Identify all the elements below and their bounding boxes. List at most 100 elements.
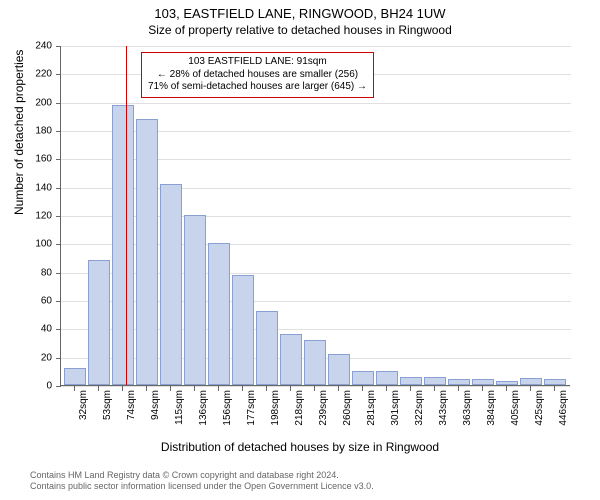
xtick-mark	[482, 386, 483, 391]
ytick-label: 140	[22, 182, 52, 193]
xtick-mark	[410, 386, 411, 391]
histogram-bar	[400, 377, 422, 386]
footer: Contains HM Land Registry data © Crown c…	[30, 470, 374, 492]
ytick-mark	[56, 131, 61, 132]
xtick-label: 136sqm	[198, 390, 209, 426]
ytick-label: 60	[22, 296, 52, 307]
xtick-label: 322sqm	[414, 390, 425, 426]
histogram-bar	[256, 311, 278, 385]
histogram-bar	[160, 184, 182, 385]
title-line1: 103, EASTFIELD LANE, RINGWOOD, BH24 1UW	[0, 0, 600, 21]
ytick-label: 160	[22, 154, 52, 165]
ytick-mark	[56, 103, 61, 104]
ytick-label: 240	[22, 41, 52, 52]
histogram-bar	[496, 381, 518, 385]
histogram-bar	[112, 105, 134, 386]
xtick-mark	[554, 386, 555, 391]
chart-container: 103, EASTFIELD LANE, RINGWOOD, BH24 1UW …	[0, 0, 600, 500]
ytick-mark	[56, 273, 61, 274]
xtick-mark	[530, 386, 531, 391]
ytick-label: 120	[22, 211, 52, 222]
callout-line3: 71% of semi-detached houses are larger (…	[148, 81, 367, 94]
ytick-label: 0	[22, 381, 52, 392]
xtick-mark	[506, 386, 507, 391]
xtick-label: 94sqm	[150, 390, 161, 420]
histogram-bar	[88, 260, 110, 385]
histogram-bar	[280, 334, 302, 385]
histogram-bar	[208, 243, 230, 385]
ytick-mark	[56, 386, 61, 387]
histogram-bar	[352, 371, 374, 385]
xtick-label: 74sqm	[126, 390, 137, 420]
ytick-mark	[56, 74, 61, 75]
ytick-mark	[56, 159, 61, 160]
xtick-label: 115sqm	[174, 390, 185, 425]
xtick-label: 425sqm	[534, 390, 545, 426]
histogram-bar	[304, 340, 326, 385]
footer-line2: Contains public sector information licen…	[30, 481, 374, 492]
xtick-label: 218sqm	[294, 390, 305, 426]
xtick-mark	[74, 386, 75, 391]
xtick-mark	[434, 386, 435, 391]
xtick-mark	[314, 386, 315, 391]
xtick-mark	[386, 386, 387, 391]
ytick-mark	[56, 46, 61, 47]
x-axis-label: Distribution of detached houses by size …	[0, 440, 600, 454]
property-marker-line	[126, 46, 127, 385]
callout-line2: ← 28% of detached houses are smaller (25…	[148, 69, 367, 82]
plot-region: 103 EASTFIELD LANE: 91sqm ← 28% of detac…	[60, 46, 570, 386]
ytick-label: 80	[22, 267, 52, 278]
ytick-mark	[56, 329, 61, 330]
xtick-label: 32sqm	[78, 390, 89, 420]
footer-line1: Contains HM Land Registry data © Crown c…	[30, 470, 374, 481]
xtick-mark	[170, 386, 171, 391]
histogram-bar	[448, 379, 470, 385]
xtick-mark	[458, 386, 459, 391]
xtick-label: 156sqm	[222, 390, 233, 426]
xtick-label: 260sqm	[342, 390, 353, 426]
xtick-mark	[146, 386, 147, 391]
xtick-mark	[266, 386, 267, 391]
histogram-bar	[64, 368, 86, 385]
ytick-label: 220	[22, 69, 52, 80]
chart-area: 103 EASTFIELD LANE: 91sqm ← 28% of detac…	[60, 46, 570, 386]
xtick-mark	[194, 386, 195, 391]
ytick-mark	[56, 216, 61, 217]
histogram-bar	[328, 354, 350, 385]
ytick-label: 20	[22, 352, 52, 363]
ytick-mark	[56, 244, 61, 245]
histogram-bar	[544, 379, 566, 385]
gridline	[61, 386, 571, 387]
xtick-mark	[338, 386, 339, 391]
gridline	[61, 46, 571, 47]
histogram-bar	[424, 377, 446, 386]
xtick-label: 239sqm	[318, 390, 329, 426]
xtick-label: 281sqm	[366, 390, 377, 426]
xtick-label: 384sqm	[486, 390, 497, 426]
xtick-mark	[242, 386, 243, 391]
title-line2: Size of property relative to detached ho…	[0, 23, 600, 37]
histogram-bar	[520, 378, 542, 385]
xtick-mark	[362, 386, 363, 391]
xtick-label: 363sqm	[462, 390, 473, 426]
ytick-mark	[56, 188, 61, 189]
xtick-label: 177sqm	[246, 390, 257, 426]
xtick-label: 53sqm	[102, 390, 113, 420]
xtick-label: 343sqm	[438, 390, 449, 426]
histogram-bar	[184, 215, 206, 385]
callout-line1: 103 EASTFIELD LANE: 91sqm	[148, 56, 367, 69]
ytick-mark	[56, 358, 61, 359]
xtick-label: 301sqm	[390, 390, 401, 426]
xtick-label: 405sqm	[510, 390, 521, 426]
property-callout: 103 EASTFIELD LANE: 91sqm ← 28% of detac…	[141, 52, 374, 98]
gridline	[61, 103, 571, 104]
xtick-mark	[98, 386, 99, 391]
ytick-mark	[56, 301, 61, 302]
xtick-mark	[218, 386, 219, 391]
histogram-bar	[136, 119, 158, 385]
xtick-mark	[290, 386, 291, 391]
histogram-bar	[232, 275, 254, 386]
ytick-label: 100	[22, 239, 52, 250]
ytick-label: 200	[22, 97, 52, 108]
xtick-label: 446sqm	[558, 390, 569, 426]
